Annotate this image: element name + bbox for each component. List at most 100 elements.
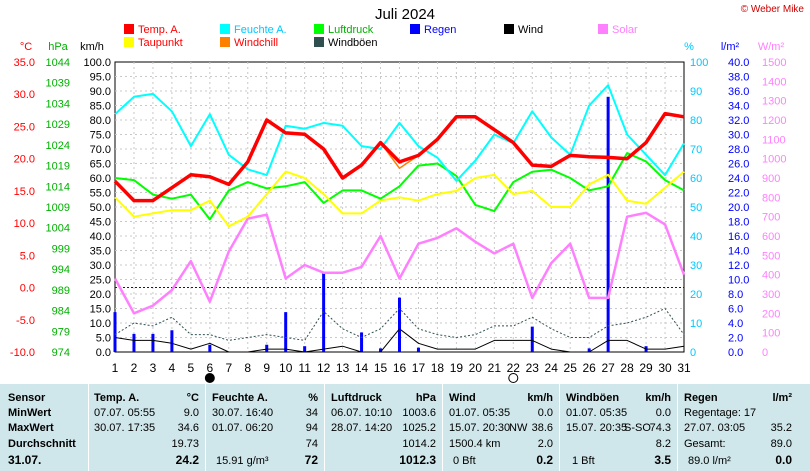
wind_kmh-tick-label: 50.0 xyxy=(90,202,111,214)
wind_kmh-tick-label: 85.0 xyxy=(90,101,111,113)
legend-label: Taupunkt xyxy=(138,37,183,49)
temp_c-tick-label: 25.0 xyxy=(14,121,35,133)
rain_lm2-tick-label: 2.0 xyxy=(728,333,743,345)
humidity-max: 94 xyxy=(305,422,318,434)
x-tick-label: 25 xyxy=(564,361,578,375)
pressure_hpa-tick-label: 1034 xyxy=(46,98,70,110)
wind-today: 0.2 xyxy=(536,453,553,467)
pressure_hpa-tick-label: 974 xyxy=(52,347,70,359)
pressure_hpa-tick-label: 1024 xyxy=(46,140,70,152)
rain_lm2-tick-label: 38.0 xyxy=(728,72,749,84)
x-tick-label: 31 xyxy=(677,361,691,375)
legend-swatch xyxy=(124,37,134,47)
pressure-unit: hPa xyxy=(415,392,436,404)
wind-avg: 2.0 xyxy=(537,438,553,450)
solar_wm2-tick-label: 900 xyxy=(762,173,780,185)
full-moon-icon xyxy=(508,373,519,383)
x-tick-label: 16 xyxy=(393,361,407,375)
legend-label: Windchill xyxy=(234,37,278,49)
stats-temp: Temp. A. °C 07.07. 05:55 9.0 30.07. 17:3… xyxy=(89,384,205,471)
humidity_pct-tick-label: 100 xyxy=(690,57,708,69)
humidity-axis-unit: % xyxy=(684,41,694,53)
solar_wm2-tick-label: 800 xyxy=(762,192,780,204)
temp-axis-unit: °C xyxy=(20,41,32,53)
x-tick-label: 1 xyxy=(112,361,119,375)
temp_c-tick-label: 10.0 xyxy=(14,218,35,230)
x-tick-label: 28 xyxy=(620,361,634,375)
label-min: MinWert xyxy=(8,407,52,419)
rain-bar xyxy=(587,348,591,352)
wind_kmh-tick-label: 55.0 xyxy=(90,188,111,200)
wind_kmh-tick-label: 95.0 xyxy=(90,72,111,84)
humidity-today: 72 xyxy=(304,453,318,467)
rain-bar xyxy=(398,297,401,352)
gust-min: 0.0 xyxy=(655,407,671,419)
rain_lm2-tick-label: 36.0 xyxy=(728,86,749,98)
rain-today: 0.0 xyxy=(775,453,792,467)
series-line-taupunkt xyxy=(114,170,685,228)
solar_wm2-tick-label: 100 xyxy=(762,328,780,340)
rain-bar xyxy=(265,344,269,352)
humidity-unit: % xyxy=(308,392,318,404)
wind_kmh-tick-label: 75.0 xyxy=(90,130,111,142)
legend-label: Luftdruck xyxy=(328,24,374,36)
solar_wm2-tick-label: 1100 xyxy=(762,134,786,146)
x-tick-label: 24 xyxy=(545,361,559,375)
copyright-label: © Weber Mike xyxy=(740,4,804,15)
legend-label: Wind xyxy=(518,24,543,36)
pressure_hpa-tick-label: 989 xyxy=(52,285,70,297)
x-tick-label: 8 xyxy=(244,361,251,375)
solar_wm2-tick-label: 1300 xyxy=(762,96,786,108)
x-tick-label: 14 xyxy=(355,361,369,375)
temp_c-tick-label: 35.0 xyxy=(14,57,35,69)
gust-max: 74.3 xyxy=(649,422,671,434)
series-line-feuchte-a- xyxy=(114,84,685,182)
gust-bft: 1 Bft xyxy=(572,455,595,467)
wind-axis-unit: km/h xyxy=(80,41,104,53)
humidity_pct-tick-label: 50 xyxy=(690,202,702,214)
rain-max-when: 27.07. 03:05 xyxy=(684,422,746,434)
rain-bar xyxy=(151,333,155,352)
pressure_hpa-tick-label: 999 xyxy=(52,243,70,255)
rain-axis-unit: l/m² xyxy=(721,41,740,53)
pressure_hpa-tick-label: 1019 xyxy=(46,161,70,173)
series-line-luftdruck xyxy=(114,152,685,221)
solar_wm2-tick-label: 1200 xyxy=(762,115,786,127)
stats-pressure: Luftdruck hPa 06.07. 10:10 1003.6 28.07.… xyxy=(325,384,442,471)
wind_kmh-tick-label: 65.0 xyxy=(90,159,111,171)
x-tick-label: 15 xyxy=(374,361,388,375)
temp-header: Temp. A. xyxy=(94,392,140,404)
x-tick-label: 27 xyxy=(601,361,615,375)
legend-label: Windböen xyxy=(328,37,378,49)
label-today: 31.07. xyxy=(8,453,42,467)
series-line-solar xyxy=(113,211,686,315)
legend-swatch xyxy=(314,24,324,34)
rain_lm2-tick-label: 30.0 xyxy=(728,130,749,142)
gust-min-when: 01.07. 05:35 xyxy=(566,407,628,419)
pressure_hpa-tick-label: 994 xyxy=(52,264,70,276)
pressure_hpa-tick-label: 1044 xyxy=(46,57,70,69)
stats-humidity: Feuchte A. % 30.07. 16:40 34 01.07. 06:2… xyxy=(206,384,324,471)
humidity-abs: 15.91 g/m³ xyxy=(216,455,269,467)
humidity_pct-tick-label: 0 xyxy=(690,347,696,359)
temp-max: 34.6 xyxy=(177,422,199,434)
x-tick-label: 13 xyxy=(336,361,350,375)
rain-bar xyxy=(113,312,117,352)
x-tick-label: 26 xyxy=(582,361,596,375)
legend-swatch xyxy=(598,24,608,34)
temp_c-tick-label: 20.0 xyxy=(14,154,35,166)
wind_kmh-tick-label: 60.0 xyxy=(90,173,111,185)
temp-avg: 19.73 xyxy=(171,438,199,450)
rain-bar xyxy=(170,330,174,352)
label-sensor: Sensor xyxy=(8,392,46,404)
rain_lm2-tick-label: 18.0 xyxy=(728,217,749,229)
pressure-max-when: 28.07. 14:20 xyxy=(331,422,393,434)
solar_wm2-tick-label: 600 xyxy=(762,231,780,243)
solar_wm2-tick-label: 200 xyxy=(762,308,780,320)
x-tick-label: 7 xyxy=(225,361,232,375)
pressure-max: 1025.2 xyxy=(402,422,436,434)
solar_wm2-tick-label: 700 xyxy=(762,212,780,224)
rain-header: Regen xyxy=(684,392,718,404)
temp-min: 9.0 xyxy=(183,407,199,419)
wind_kmh-tick-label: 90.0 xyxy=(90,86,111,98)
